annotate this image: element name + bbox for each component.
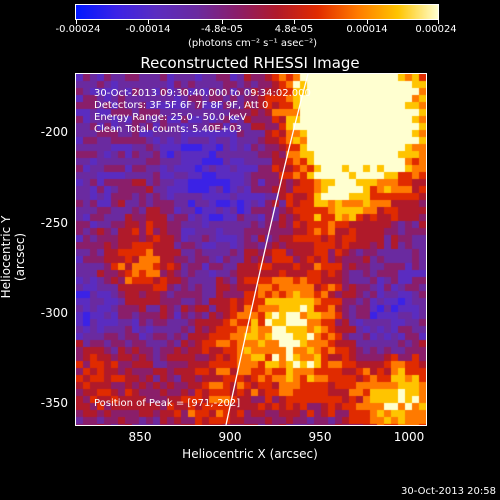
limb-line xyxy=(225,74,309,425)
colorbar-units: (photons cm⁻² s⁻¹ asec⁻²) xyxy=(188,38,318,49)
x-tick: 850 xyxy=(128,430,152,444)
colorbar-tick: -0.00014 xyxy=(125,24,171,35)
info-clean: Clean Total counts: 5.40E+03 xyxy=(94,124,242,135)
colorbar-tick: -4.8e-05 xyxy=(201,24,243,35)
x-tick: 1000 xyxy=(393,430,425,444)
y-tick: -350 xyxy=(40,396,68,410)
x-tick: 900 xyxy=(218,430,242,444)
info-energy: Energy Range: 25.0 - 50.0 keV xyxy=(94,112,247,123)
y-tick: -300 xyxy=(40,306,68,320)
y-tick: -250 xyxy=(40,216,68,230)
colorbar-tick: 0.00014 xyxy=(346,24,388,35)
colorbar xyxy=(75,4,439,20)
info-detectors: Detectors: 3F 5F 6F 7F 8F 9F, Att 0 xyxy=(94,100,269,111)
x-tick: 950 xyxy=(308,430,332,444)
rhessi-image: 30-Oct-2013 09:30:40.000 to 09:34:02.000… xyxy=(75,73,427,426)
colorbar-tick: 0.00024 xyxy=(415,24,457,35)
image-heatmap xyxy=(76,74,426,425)
info-time-range: 30-Oct-2013 09:30:40.000 to 09:34:02.000 xyxy=(94,88,311,99)
x-axis-label: Heliocentric X (arcsec) xyxy=(182,447,318,461)
colorbar-tick: 4.8e-05 xyxy=(274,24,314,35)
y-axis-label: Heliocentric Y (arcsec) xyxy=(0,215,27,299)
info-peak: Position of Peak = [971,-202] xyxy=(94,398,241,409)
plot-title: Reconstructed RHESSI Image xyxy=(140,54,360,72)
y-tick: -200 xyxy=(40,125,68,139)
timestamp: 30-Oct-2013 20:58 xyxy=(401,486,496,497)
colorbar-tick: -0.00024 xyxy=(55,24,101,35)
